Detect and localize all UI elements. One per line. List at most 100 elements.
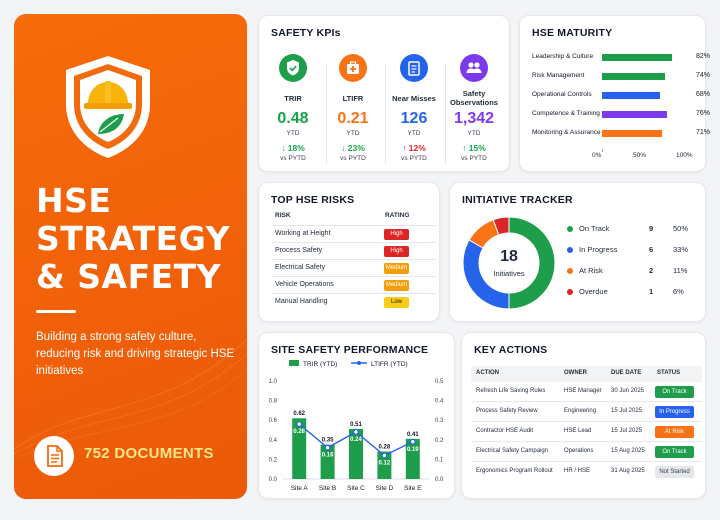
hero-title-line-1: HSE [36,181,112,220]
maturity-label: Operational Controls [532,91,592,98]
kpi-ltifr[interactable]: LTIFR 0.21 YTD ↓ 23% vs PYTD [322,54,384,162]
risk-row[interactable]: Working at Height High [271,225,436,242]
risk-row[interactable]: Process Safety High [271,242,436,259]
kpi-change: ↓ 23% [322,143,384,153]
tracker-row[interactable]: At Risk 2 11% [565,265,695,279]
maturity-bar [602,92,660,99]
hero-panel: HSE STRATEGY & SAFETY Building a strong … [14,14,247,499]
maturity-label: Monitoring & Assurance [532,129,601,136]
maturity-row[interactable]: Operational Controls 68% [532,90,720,102]
status-label: Overdue [579,287,608,296]
clipboard-icon [400,54,428,82]
kpi-change-value: 12% [408,143,426,153]
action-row[interactable]: Electrical Safety Campaign Operations 15 A… [471,442,702,462]
kpi-divider [385,64,386,164]
x-tick-label: Site D [376,485,394,492]
ltifr-point [381,452,388,459]
document-count[interactable]: 752 DOCUMENTS [84,445,214,462]
trir-bar [349,429,363,479]
kpi-value: 0.21 [337,110,369,127]
trir-bar-label: 0.35 [322,438,334,444]
ltifr-point [353,429,359,435]
kpi-divider [326,64,327,164]
kpi-near-misses[interactable]: Near Misses 126 YTD ↑ 12% vs PYTD [383,54,445,162]
column-header-status: STATUS [657,370,681,376]
maturity-row[interactable]: Risk Management 74% [532,71,720,83]
ltifr-point-label: 0.16 [322,453,334,459]
status-percent: 11% [673,266,688,275]
card-title: TOP HSE RISKS [271,194,355,206]
y-tick-label-left: 0.6 [269,418,278,424]
action-owner: Engineering [564,408,597,414]
action-status-badge: At Risk [655,426,694,438]
risk-name: Electrical Safety [275,264,326,271]
action-row[interactable]: Process Safety Review Engineering 15 Jul 2… [471,402,702,422]
risk-row[interactable]: Manual Handling Low [271,293,436,310]
tracker-row[interactable]: On Track 9 50% [565,223,695,237]
kpi-label: LTIFR [342,93,364,103]
ltifr-point [409,438,416,445]
risk-row[interactable]: Electrical Safety Medium [271,259,436,276]
action-name: Process Safety Review [476,408,538,414]
x-tick-label: Site C [347,485,365,492]
y-tick-label-right: 0.3 [435,418,444,424]
risk-rating-badge: Medium [384,263,409,274]
risk-name: Process Safety [275,247,323,254]
kpi-change: ↑ 15% [443,143,505,153]
maturity-label: Leadership & Culture [532,53,594,60]
site-performance-chart[interactable]: TRIR (YTD) LTIFR (YTD) 0.0 0.2 0.4 0.6 0.8 1.0 0… [259,355,456,500]
action-status-badge: On Track [655,386,694,398]
y-tick-label-right: 0.5 [435,379,444,385]
y-tick-label-right: 0.0 [435,477,444,483]
action-status-badge: On Track [655,446,694,458]
x-tick-label: Site A [291,485,309,492]
axis-label: 0% [592,152,602,159]
action-row[interactable]: Ergonomics Program Rollout HR / HSE 31 Aug… [471,462,702,482]
card-title: KEY ACTIONS [474,344,548,356]
risk-row[interactable]: Vehicle Operations Medium [271,276,436,293]
action-row[interactable]: Contractor HSE Audit HSE Lead 15 Jul 2025 A… [471,422,702,442]
card-title: INITIATIVE TRACKER [462,194,573,206]
status-count: 1 [649,287,654,296]
action-name: Contractor HSE Audit [476,428,534,434]
y-tick-label-left: 0.4 [269,438,278,444]
arrow-down-icon: ↓ [281,143,286,153]
maturity-bar [602,111,667,118]
action-owner: HSE Manager [564,388,602,394]
maturity-percent: 71% [696,129,711,136]
kpi-label: Safety Observations [450,89,498,107]
chart-title: SITE SAFETY PERFORMANCE [271,344,429,356]
status-count: 6 [649,245,654,254]
ltifr-point-label: 0.28 [293,429,305,435]
legend-label: LTIFR (YTD) [371,361,408,368]
risk-rating-badge: High [384,229,409,240]
site-safety-performance-card: SITE SAFETY PERFORMANCE TRIR (YTD) LTIFR … [258,332,455,499]
status-count: 2 [649,266,654,275]
maturity-row[interactable]: Monitoring & Assurance 71% [532,128,720,140]
status-percent: 50% [673,224,689,233]
first-aid-kit-icon [339,54,367,82]
maturity-row[interactable]: Leadership & Culture 82% [532,52,720,64]
kpi-label: Near Misses [392,93,436,103]
maturity-row[interactable]: Competence & Training 76% [532,109,720,121]
ltifr-point-label: 0.19 [407,447,419,453]
action-due-date: 15 Jul 2025 [611,408,643,414]
kpi-trir[interactable]: TRIR 0.48 YTD ↓ 18% vs PYTD [262,54,324,162]
action-row[interactable]: Refresh Life Saving Rules HSE Manager 30 J… [471,382,702,402]
kpi-value: 1,342 [453,110,495,127]
kpi-safety-observations[interactable]: Safety Observations 1,342 YTD ↑ 15% vs P… [443,54,505,162]
hero-subtitle: Building a strong safety culture, reduci… [36,331,235,377]
risk-name: Manual Handling [275,298,328,305]
tracker-row[interactable]: Overdue 1 6% [565,286,695,300]
actions-table-header: ACTION OWNER DUE DATE STATUS [471,366,702,382]
hero-title-line-2: STRATEGY [36,219,230,258]
y-tick-label-right: 0.1 [435,457,444,463]
initiative-donut-chart[interactable] [462,216,556,310]
maturity-percent: 82% [696,53,711,60]
maturity-track [602,130,717,137]
trir-bar-label: 0.51 [350,422,362,428]
column-header-risk: RISK [275,212,291,219]
status-dot [567,226,573,232]
tracker-row[interactable]: In Progress 6 33% [565,244,695,258]
ltifr-point [296,421,303,428]
